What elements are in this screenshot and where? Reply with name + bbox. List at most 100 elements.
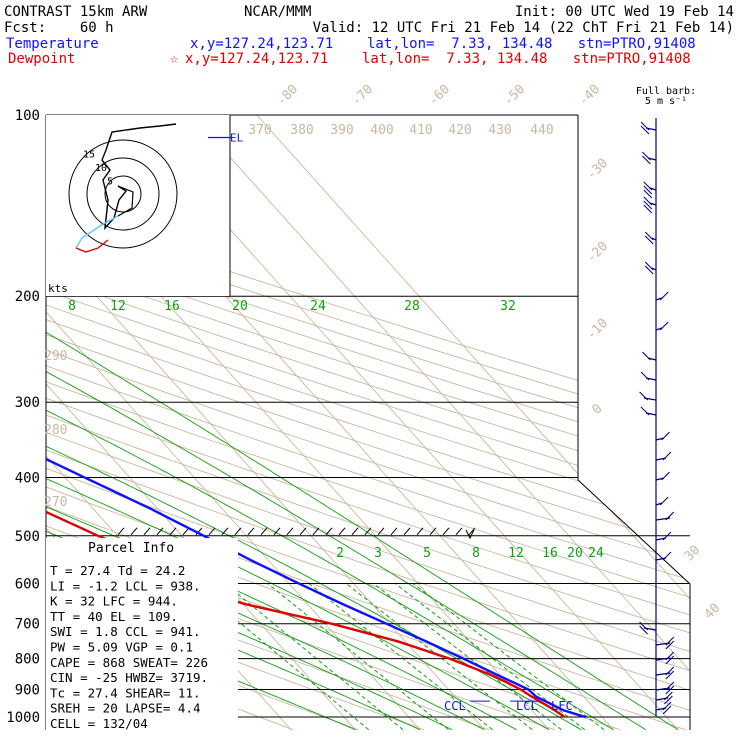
mixing-ratio-label-low: 5 <box>423 546 431 561</box>
moist-adiabat-30 <box>46 295 614 730</box>
hodograph-background <box>46 115 230 296</box>
wind-barb-feather <box>665 636 675 646</box>
dry-adiabat-350 <box>46 115 690 730</box>
hatch-mark <box>455 527 463 536</box>
theta-side-label: 280 <box>44 423 67 438</box>
isotherm-label-right: -30 <box>584 156 611 183</box>
mixing-ratio-label-top: 24 <box>310 299 326 314</box>
pressure-label-1000: 1000 <box>6 710 40 726</box>
moist-adiabat-40 <box>46 295 679 730</box>
dry-adiabat-330 <box>46 115 690 730</box>
wind-barb-feather <box>640 371 650 381</box>
dry-adiabat-440 <box>46 115 690 730</box>
parcel-info-title: Parcel Info <box>88 541 174 556</box>
wind-barb-feather <box>665 685 675 695</box>
hatch-mark <box>117 527 125 536</box>
isotherm-60 <box>256 115 690 730</box>
wind-barb-feather <box>639 621 648 631</box>
wind-barb-feather <box>665 670 675 680</box>
wind-barb-feather <box>662 551 672 561</box>
pressure-label-200: 200 <box>15 289 40 305</box>
moist-adiabat-20 <box>46 295 550 730</box>
hodograph-ring-15 <box>68 139 178 249</box>
hatch-mark <box>442 527 450 536</box>
legend-temperature-info: x,y=127.24,123.71 lat,lon= 7.33, 134.48 … <box>190 36 696 52</box>
isotherm-label-right: -10 <box>584 316 611 343</box>
wind-barb-feather <box>665 511 675 521</box>
theta-e-label: 410 <box>409 123 432 138</box>
theta-side-label: 270 <box>44 495 67 510</box>
mixing-ratio-5 <box>267 583 449 730</box>
wind-barb-feather <box>644 231 654 241</box>
parcel-info-row: CAPE = 868 SWEAT= 226 <box>50 655 208 670</box>
dry-adiabat-400 <box>46 115 690 730</box>
freezing-level-mark <box>465 529 475 540</box>
barb-legend-line2: 5 m s⁻¹ <box>645 96 687 107</box>
wind-barb-feather <box>642 155 651 165</box>
hatch-mark <box>208 527 216 536</box>
parcel-info-row: K = 32 LFC = 944. <box>50 594 178 609</box>
mixing-ratio-label-low: 20 <box>567 546 583 561</box>
parcel-info-row: SREH = 20 LAPSE= 4.4 <box>50 701 201 716</box>
wind-barb-feather <box>665 640 675 650</box>
moist-adiabat-35 <box>46 295 647 730</box>
mixing-ratio-label-low: 16 <box>542 546 558 561</box>
pressure-label-800: 800 <box>15 652 40 668</box>
isotherm-label-right: -20 <box>584 239 611 266</box>
hatch-mark <box>299 527 307 536</box>
isotherm-label-top: -50 <box>501 82 528 109</box>
hodograph-ring-5 <box>104 175 142 213</box>
legend-dewpoint-info: x,y=127.24,123.71 lat,lon= 7.33, 134.48 … <box>185 51 691 67</box>
hatch-mark <box>260 527 268 536</box>
dry-adiabat-500 <box>46 115 690 730</box>
theta-e-label: 440 <box>530 123 553 138</box>
pressure-label-400: 400 <box>15 470 40 486</box>
wind-barb-feather <box>664 695 673 705</box>
hodograph-ring-label: 5 <box>107 177 113 188</box>
header-valid: Valid: 12 UTC Fri 21 Feb 14 (22 ChT Fri … <box>313 20 734 36</box>
parcel-info-row: LI = -1.2 LCL = 938. <box>50 578 201 593</box>
hatch-mark <box>351 527 359 536</box>
wind-barb-flag <box>649 187 657 191</box>
mixing-ratio-label-top: 12 <box>110 299 126 314</box>
hatch-mark <box>130 527 138 536</box>
parcel-info-row: PW = 5.09 VGP = 0.1 <box>50 640 193 655</box>
isotherm-label-right: 40 <box>702 601 724 623</box>
mixing-ratio-label-top: 20 <box>232 299 248 314</box>
isotherm-50 <box>191 115 690 730</box>
isotherm--60 <box>0 115 33 730</box>
wind-barb-feather <box>665 651 675 661</box>
wind-barb-feather <box>639 391 648 401</box>
dry-adiabat-260 <box>46 115 359 730</box>
mixing-ratio-3 <box>224 583 404 730</box>
wind-barb-feather <box>662 701 672 711</box>
legend-dewpoint-marker: ☆ <box>170 51 179 67</box>
pressure-label-100: 100 <box>15 108 40 124</box>
hatch-mark <box>377 527 385 536</box>
barb-legend-line1: Full barb: <box>636 86 696 97</box>
parcel-info-row: Tc = 27.4 SHEAR= 11. <box>50 685 201 700</box>
hatch-mark <box>364 527 372 536</box>
pressure-label-700: 700 <box>15 617 40 633</box>
header-fcst: Fcst: 60 h <box>4 20 114 36</box>
dry-adiabat-470 <box>46 115 690 730</box>
wind-barb-feather <box>644 235 654 245</box>
hatch-mark <box>429 527 437 536</box>
lfc-label: LFC <box>551 699 573 713</box>
theta-side-label: 290 <box>44 349 67 364</box>
hatch-mark <box>234 527 242 536</box>
mixing-ratio-24 <box>412 583 605 730</box>
mixing-ratio-label-low: 12 <box>508 546 524 561</box>
mixing-ratio-label-low: 2 <box>336 546 344 561</box>
hatch-mark <box>286 527 294 536</box>
theta-e-label: 430 <box>488 123 511 138</box>
dry-adiabat-420 <box>46 115 690 730</box>
dry-adiabat-410 <box>46 115 690 730</box>
parcel-info-row: TT = 40 EL = 109. <box>50 609 178 624</box>
isotherm-label-right: 0 <box>589 401 605 417</box>
theta-e-label: 390 <box>330 123 353 138</box>
hatch-mark <box>156 527 164 536</box>
mixing-ratio-label-low: 24 <box>588 546 604 561</box>
mixing-ratio-label-top: 8 <box>68 299 76 314</box>
